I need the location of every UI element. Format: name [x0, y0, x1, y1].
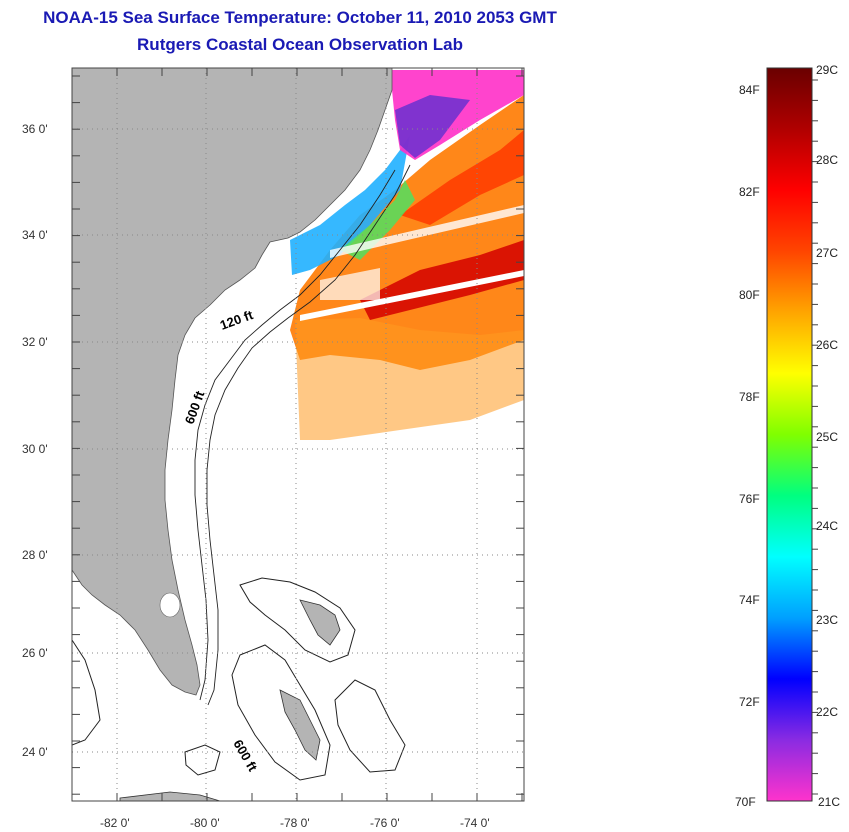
colorbar-f-label: 76F [739, 492, 760, 506]
sst-southern-scatter [295, 318, 524, 440]
cloud-gap-2 [330, 205, 524, 258]
lon-tick-label: -78 0' [280, 816, 310, 830]
lon-axis: -82 0' -80 0' -78 0' -76 0' -74 0' [100, 816, 490, 830]
colorbar-c-label: 22C [816, 705, 838, 719]
colorbar-f-label: 84F [739, 83, 760, 97]
bahamas-island-2 [279, 689, 321, 761]
sst-sound-purple [395, 95, 470, 158]
colorbar-c-label: 26C [816, 338, 838, 352]
colorbar-c-label: 24C [816, 519, 838, 533]
cuba-bank-outline [184, 744, 221, 776]
lon-tick-label: -82 0' [100, 816, 130, 830]
colorbar-c-label: 29C [816, 63, 838, 77]
map-title: NOAA-15 Sea Surface Temperature: October… [43, 8, 557, 27]
sst-hot-gulfstream [400, 130, 524, 225]
lat-tick-label: 30 0' [22, 442, 48, 456]
colorbar-f-label: 82F [739, 185, 760, 199]
bahama-bank-outline-1 [239, 577, 356, 663]
axis-tick-marks [71, 68, 818, 801]
colorbar-c-label: 21C [818, 795, 840, 809]
contour-120ft [194, 169, 396, 701]
contour-600ft [206, 164, 411, 706]
colorbar-c-label: 23C [816, 613, 838, 627]
lat-tick-label: 36 0' [22, 122, 48, 136]
bahama-bank-outline-2 [231, 644, 331, 781]
cloud-gap-3 [320, 268, 380, 300]
lat-tick-label: 28 0' [22, 548, 48, 562]
grid-lines [72, 68, 524, 801]
lat-tick-label: 32 0' [22, 335, 48, 349]
colorbar-c-label: 25C [816, 430, 838, 444]
lat-tick-label: 24 0' [22, 745, 48, 759]
colorbar-c-label: 27C [816, 246, 838, 260]
colorbar-f-label: 72F [739, 695, 760, 709]
colorbar-c-labels: 29C 28C 27C 26C 25C 24C 23C 22C 21C [816, 63, 840, 809]
cloud-gap-1 [300, 270, 524, 321]
lat-tick-label: 34 0' [22, 228, 48, 242]
colorbar-f-label: 70F [735, 795, 756, 809]
lat-tick-label: 26 0' [22, 646, 48, 660]
colorbar-c-label: 28C [816, 153, 838, 167]
lon-tick-label: -74 0' [460, 816, 490, 830]
bahama-bank-outline-3 [334, 679, 406, 773]
us-land [72, 68, 393, 696]
florida-keys-outline [72, 639, 101, 746]
sst-cool-green [340, 180, 415, 260]
map-subtitle: Rutgers Coastal Ocean Observation Lab [137, 35, 463, 54]
colorbar [766, 67, 813, 802]
lat-axis: 36 0' 34 0' 32 0' 30 0' 28 0' 26 0' 24 0… [22, 122, 48, 759]
sst-cool-coastal [290, 135, 410, 275]
colorbar-f-label: 74F [739, 593, 760, 607]
colorbar-f-label: 78F [739, 390, 760, 404]
colorbar-f-label: 80F [739, 288, 760, 302]
lon-tick-label: -76 0' [370, 816, 400, 830]
colorbar-f-labels: 84F 82F 80F 78F 76F 74F 72F 70F [735, 83, 760, 809]
lon-tick-label: -80 0' [190, 816, 220, 830]
lake-okeechobee [159, 592, 181, 618]
bahamas-island-1 [299, 599, 341, 646]
map-frame [71, 67, 525, 802]
